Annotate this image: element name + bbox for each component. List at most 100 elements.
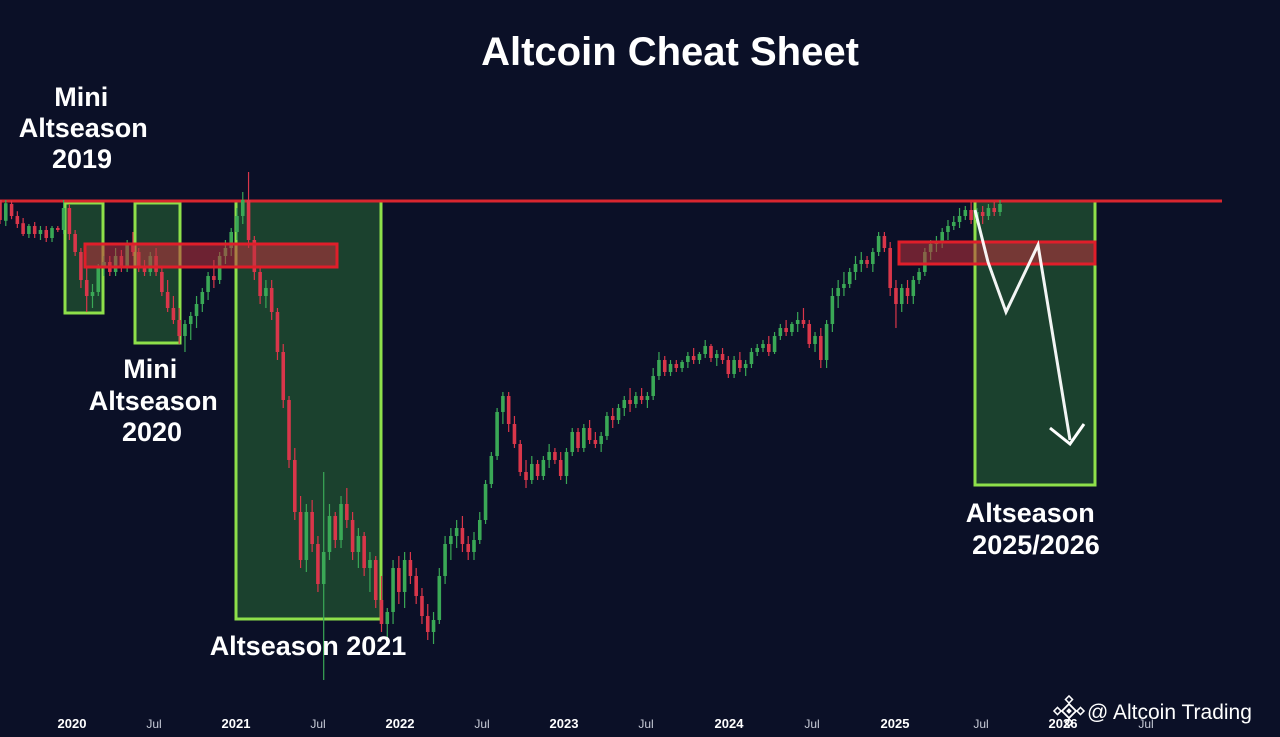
candle-bull — [443, 544, 447, 576]
label-altseason-2025-line1: Altseason — [966, 498, 1095, 528]
candle-bear — [171, 308, 176, 320]
candle-bull — [582, 428, 586, 448]
candle-bull — [570, 432, 575, 452]
label-mini-2020-line3: 2020 — [122, 417, 182, 447]
candle-bull — [778, 328, 783, 336]
label-mini-2019-line3: 2019 — [52, 144, 112, 174]
candle-bull — [483, 484, 488, 520]
candle-bull — [657, 360, 661, 376]
candle-bull — [853, 264, 858, 272]
x-tick-jul-2025: Jul — [973, 717, 988, 731]
candle-bear — [865, 260, 869, 264]
candle-bull — [27, 226, 31, 234]
label-mini-2020: Mini Altseason 2020 — [89, 354, 226, 447]
candle-bull — [946, 226, 950, 232]
watermark: @ Altcoin Trading — [1052, 694, 1252, 728]
candle-bear — [466, 544, 470, 552]
candle-bear — [512, 424, 517, 444]
chart-title: Altcoin Cheat Sheet — [481, 30, 859, 74]
candle-bear — [524, 472, 528, 480]
candle-bull — [3, 203, 8, 221]
x-tick-2026: 2026 — [1049, 716, 1078, 731]
projection-arrowhead — [1049, 423, 1086, 447]
candle-bear — [408, 560, 413, 576]
candle-bull — [50, 228, 54, 238]
candle-bear — [807, 324, 812, 344]
candle-bull — [356, 536, 361, 552]
candle-bear — [819, 336, 823, 360]
candle-bear — [212, 276, 216, 280]
label-mini-2019-line1: Mini — [54, 82, 108, 112]
candle-bull — [859, 260, 864, 264]
candle-bull — [986, 208, 991, 216]
candle-bull — [651, 376, 655, 396]
label-altseason-2021: Altseason 2021 — [210, 631, 407, 661]
candle-bear — [362, 536, 366, 568]
candle-bull — [668, 364, 673, 372]
candle-bear — [165, 292, 170, 308]
candle-bear — [275, 312, 280, 352]
candle-bear — [720, 354, 725, 360]
label-mini-2020-line2: Altseason — [89, 386, 218, 416]
x-tick-jul-2022: Jul — [474, 717, 489, 731]
candle-bull — [634, 396, 638, 404]
x-tick-2024: 2024 — [715, 716, 745, 731]
candle-bull — [790, 324, 794, 332]
candle-bull — [547, 452, 551, 460]
candle-bear — [310, 512, 314, 544]
candle-bear — [593, 440, 598, 444]
x-tick-jul-2020: Jul — [146, 717, 161, 731]
x-tick-jul-2026: Jul — [1138, 717, 1153, 731]
candle-bull — [605, 416, 609, 436]
x-tick-jul-2023: Jul — [638, 717, 653, 731]
candle-bull — [321, 552, 326, 584]
x-tick-jul-2021: Jul — [310, 717, 325, 731]
projection-path — [973, 209, 1072, 441]
candle-bear — [269, 288, 274, 312]
candle-bull — [61, 208, 66, 230]
candle-bear — [281, 352, 286, 400]
label-altseason-2025-2026: Altseason 2025/2026 — [966, 498, 1103, 560]
x-tick-2025: 2025 — [881, 716, 910, 731]
candle-bear — [397, 568, 401, 592]
candle-bull — [240, 200, 245, 216]
candle-bear — [333, 516, 338, 540]
candle-bear — [518, 444, 523, 472]
candle-bear — [766, 344, 771, 352]
candle-bull — [437, 576, 442, 620]
candle-bull — [541, 460, 546, 476]
candle-bull — [836, 288, 840, 296]
candle-bear — [535, 464, 540, 476]
candle-bear — [784, 328, 788, 332]
candle-bear — [425, 616, 430, 632]
candle-bear — [258, 272, 262, 296]
candle-bear — [969, 210, 973, 220]
candle-bull — [327, 516, 332, 552]
candle-bear — [79, 252, 83, 280]
candle-bull — [183, 324, 187, 336]
candle-bull — [645, 396, 650, 400]
zone-mini-2020 — [133, 201, 182, 345]
candle-bull — [871, 252, 875, 264]
candle-bear — [350, 520, 355, 552]
candle-bear — [9, 204, 14, 216]
x-tick-2022: 2022 — [386, 716, 415, 731]
candle-bull — [813, 336, 817, 344]
candle-bull — [200, 292, 205, 304]
candle-bull — [755, 348, 760, 352]
candle-bear — [67, 208, 72, 234]
x-tick-2020: 2020 — [58, 716, 87, 731]
candle-bear — [576, 432, 580, 448]
candle-bear — [691, 356, 696, 360]
candle-bull — [339, 504, 343, 540]
label-mini-2019-line2: Altseason — [19, 113, 148, 143]
candle-bear — [298, 512, 303, 560]
candle-bull — [449, 536, 453, 544]
candle-bear — [379, 600, 384, 624]
candle-bull — [599, 436, 603, 444]
candle-bear — [662, 360, 667, 372]
candle-bull — [530, 464, 534, 480]
candle-bull — [847, 272, 852, 284]
candle-bear — [56, 228, 60, 230]
candle-bull — [477, 520, 482, 540]
